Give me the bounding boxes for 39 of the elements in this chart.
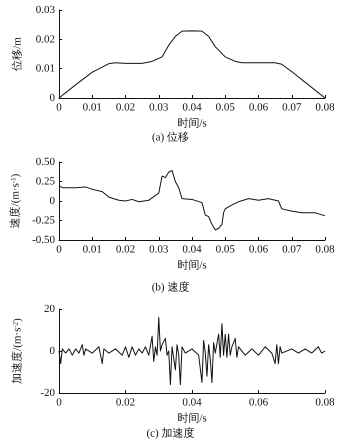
- x-tick-label: 0.04: [182, 396, 202, 408]
- y-tick-label: 0.03: [36, 4, 56, 16]
- x-tick-label: 0.01: [82, 102, 102, 114]
- y-tick-label: -0.50: [32, 234, 56, 246]
- y-tick-label: 0.02: [36, 33, 55, 46]
- x-tick-label: 0.06: [248, 396, 269, 408]
- x-tick-label: 0.03: [149, 102, 169, 114]
- y-tick-label: 0.50: [36, 156, 56, 168]
- y-tick-label: -0.25: [32, 214, 56, 226]
- y-tick-label: 0: [50, 195, 56, 207]
- y-tick-label: 0.01: [36, 62, 55, 75]
- x-tick-label: 0.03: [149, 244, 169, 256]
- x-tick-label: 0.05: [216, 244, 236, 256]
- text: (a) 位移: [152, 132, 189, 144]
- x-tick-label: 0.04: [182, 102, 202, 114]
- y-tick-label: -20: [40, 387, 56, 399]
- x-tick-label: 0.02: [116, 396, 136, 408]
- y-tick-label: 0: [50, 92, 56, 104]
- x-tick-label: 0.02: [116, 102, 136, 114]
- y-axis-title: 位移/m: [12, 36, 24, 71]
- x-tick-label: 0.01: [82, 244, 102, 256]
- x-axis-title: 时间/s: [177, 116, 207, 130]
- x-tick-label: 0.06: [248, 102, 269, 114]
- text: (b) 速度: [152, 280, 190, 294]
- y-tick-label: 20: [44, 303, 56, 315]
- text: (c) 加速度: [146, 426, 194, 440]
- x-tick-label: 0.06: [248, 244, 269, 256]
- y-tick-label: 0: [50, 345, 56, 357]
- x-axis-title: 时间/s: [177, 411, 207, 424]
- x-tick-label: 0.08: [315, 102, 336, 114]
- x-tick-label: 0.08: [315, 396, 336, 408]
- x-tick-label: 0.08: [315, 244, 336, 256]
- x-axis-title: 时间/s: [177, 258, 207, 272]
- y-tick-label: 0.25: [36, 176, 56, 188]
- x-tick-label: 0.07: [282, 244, 302, 256]
- x-tick-label: 0.07: [282, 102, 302, 114]
- x-tick-label: 0.02: [116, 244, 136, 256]
- x-tick-label: 0.05: [216, 102, 236, 114]
- x-tick-label: 0.04: [182, 244, 202, 256]
